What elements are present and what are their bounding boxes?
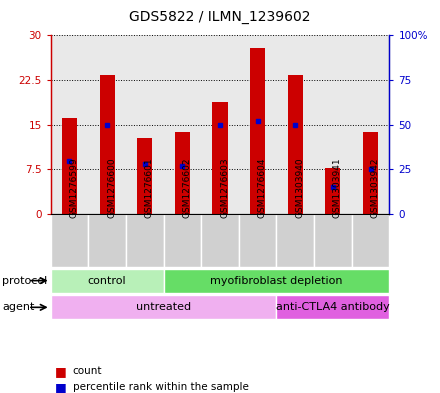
Bar bbox=[126, 214, 164, 267]
Bar bbox=[201, 35, 239, 214]
Text: count: count bbox=[73, 366, 102, 376]
Bar bbox=[352, 214, 389, 267]
Text: percentile rank within the sample: percentile rank within the sample bbox=[73, 382, 249, 392]
Text: ■: ■ bbox=[55, 365, 67, 378]
Text: untreated: untreated bbox=[136, 302, 191, 312]
Bar bbox=[51, 214, 88, 267]
Bar bbox=[88, 214, 126, 267]
Bar bbox=[239, 214, 276, 267]
Bar bbox=[126, 35, 164, 214]
Text: GSM1276600: GSM1276600 bbox=[107, 158, 116, 219]
Text: GSM1276604: GSM1276604 bbox=[258, 158, 267, 219]
Text: GSM1276603: GSM1276603 bbox=[220, 158, 229, 219]
Text: GDS5822 / ILMN_1239602: GDS5822 / ILMN_1239602 bbox=[129, 10, 311, 24]
Text: myofibroblast depletion: myofibroblast depletion bbox=[210, 275, 343, 286]
Text: control: control bbox=[88, 275, 126, 286]
Bar bbox=[51, 268, 164, 293]
Bar bbox=[276, 35, 314, 214]
Bar bbox=[326, 168, 341, 214]
Text: GSM1303940: GSM1303940 bbox=[295, 158, 304, 219]
Bar bbox=[62, 118, 77, 214]
Text: GSM1276602: GSM1276602 bbox=[182, 158, 191, 219]
Bar bbox=[201, 214, 239, 267]
Bar bbox=[314, 35, 352, 214]
Text: anti-CTLA4 antibody: anti-CTLA4 antibody bbox=[276, 302, 390, 312]
Bar bbox=[352, 35, 389, 214]
Bar bbox=[164, 35, 201, 214]
Text: GSM1276601: GSM1276601 bbox=[145, 158, 154, 219]
Bar bbox=[288, 75, 303, 214]
Bar bbox=[276, 295, 389, 320]
Bar bbox=[239, 35, 276, 214]
Bar bbox=[88, 35, 126, 214]
Bar bbox=[137, 138, 152, 214]
Bar bbox=[164, 268, 389, 293]
Bar bbox=[276, 214, 314, 267]
Bar bbox=[213, 102, 227, 214]
Bar bbox=[314, 214, 352, 267]
Bar bbox=[164, 214, 201, 267]
Bar bbox=[51, 295, 276, 320]
Text: GSM1303941: GSM1303941 bbox=[333, 158, 342, 219]
Bar bbox=[175, 132, 190, 214]
Text: agent: agent bbox=[2, 302, 35, 312]
Text: GSM1276599: GSM1276599 bbox=[70, 158, 78, 219]
Bar bbox=[363, 132, 378, 214]
Text: GSM1303942: GSM1303942 bbox=[370, 158, 380, 219]
Text: ■: ■ bbox=[55, 380, 67, 393]
Bar bbox=[250, 48, 265, 214]
Bar bbox=[99, 75, 114, 214]
Bar bbox=[51, 35, 88, 214]
Text: protocol: protocol bbox=[2, 275, 48, 286]
